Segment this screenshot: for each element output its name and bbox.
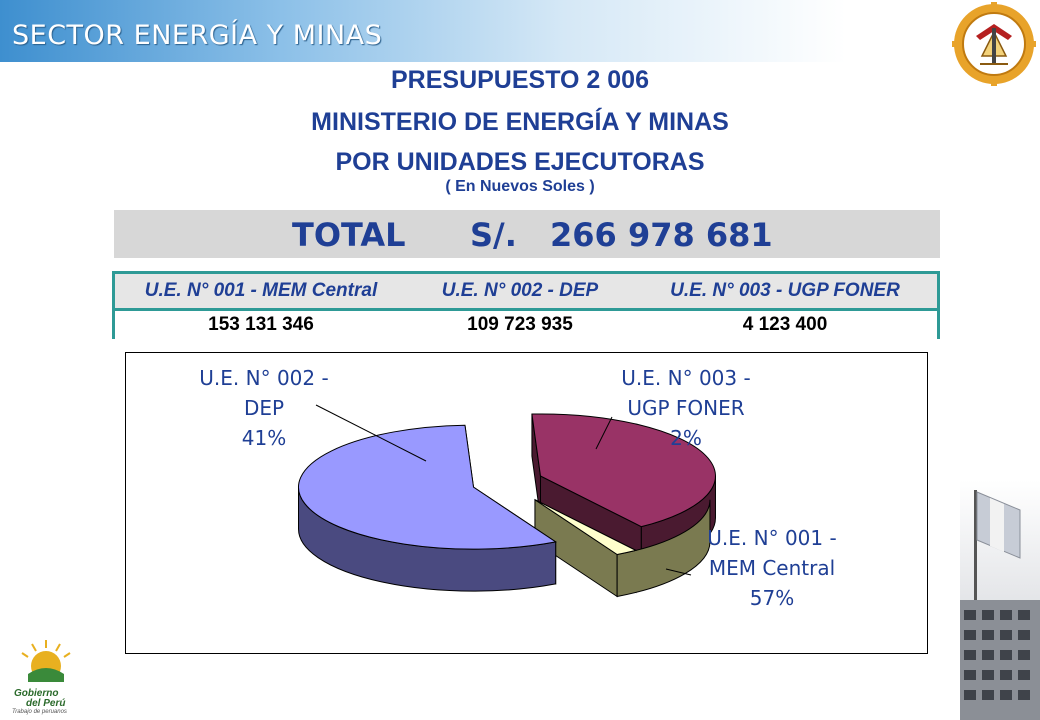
total-label: TOTAL (292, 216, 406, 254)
ministry-seal-logo (952, 2, 1036, 86)
value-ue-003: 4 123 400 (742, 314, 828, 335)
table-values-row: 153 131 346 109 723 935 4 123 400 (115, 308, 937, 339)
leader-line-ue-003 (595, 416, 613, 450)
value-ue-001: 153 131 346 (208, 314, 314, 335)
label-ue-002-line2: DEP (243, 396, 285, 420)
pie-chart-frame: U.E. N° 002 - DEP 41% U.E. N° 003 - UGP … (125, 352, 928, 654)
title-line-3: POR UNIDADES EJECUTORAS (335, 148, 705, 176)
pie-chart (298, 404, 716, 598)
leader-line-ue-002 (315, 404, 427, 462)
leader-line-ue-001 (665, 568, 692, 576)
label-ue-001-line2: MEM Central (708, 556, 836, 580)
label-ue-001-line1: U.E. N° 001 - (707, 526, 837, 550)
table-header-row: U.E. N° 001 - MEM Central U.E. N° 002 - … (115, 274, 937, 308)
units-subtitle: ( En Nuevos Soles ) (445, 178, 595, 195)
label-ue-002: U.E. N° 002 - DEP 41% (174, 363, 354, 453)
title-line-1: PRESUPUESTO 2 006 (391, 66, 649, 94)
gobierno-peru-logo: Gobierno del Perú Trabajo de peruanos (6, 638, 86, 718)
label-ue-003-line2: UGP FONER (627, 396, 745, 420)
header-ue-003: U.E. N° 003 - UGP FONER (670, 280, 900, 301)
sun-emblem-icon (21, 640, 71, 682)
label-ue-003-percent: 2% (670, 426, 702, 450)
total-value: 266 978 681 (550, 216, 773, 254)
label-ue-002-percent: 41% (241, 426, 287, 450)
label-ue-002-line1: U.E. N° 002 - (199, 366, 329, 390)
label-ue-003-line1: U.E. N° 003 - (621, 366, 751, 390)
pie-slice-003 (534, 498, 711, 598)
logo-text-line1: Gobierno (14, 688, 59, 699)
header-ue-002: U.E. N° 002 - DEP (441, 280, 599, 301)
building-photo-image (960, 480, 1040, 720)
pie-slice-001 (298, 424, 557, 592)
header-banner: SECTOR ENERGÍA Y MINAS (0, 0, 940, 62)
banner-title: SECTOR ENERGÍA Y MINAS (12, 20, 383, 51)
value-ue-002: 109 723 935 (467, 314, 573, 335)
total-bar: TOTAL S/. 266 978 681 (114, 210, 940, 258)
label-ue-001: U.E. N° 001 - MEM Central 57% (682, 523, 862, 613)
label-ue-001-percent: 57% (749, 586, 795, 610)
logo-tagline: Trabajo de peruanos (12, 709, 67, 715)
label-ue-003: U.E. N° 003 - UGP FONER 2% (596, 363, 776, 453)
title-line-2: MINISTERIO DE ENERGÍA Y MINAS (311, 108, 729, 136)
header-ue-001: U.E. N° 001 - MEM Central (144, 280, 378, 301)
executing-units-table: U.E. N° 001 - MEM Central U.E. N° 002 - … (112, 271, 940, 339)
logo-text-line2: del Perú (26, 698, 66, 709)
total-currency: S/. (470, 216, 517, 254)
